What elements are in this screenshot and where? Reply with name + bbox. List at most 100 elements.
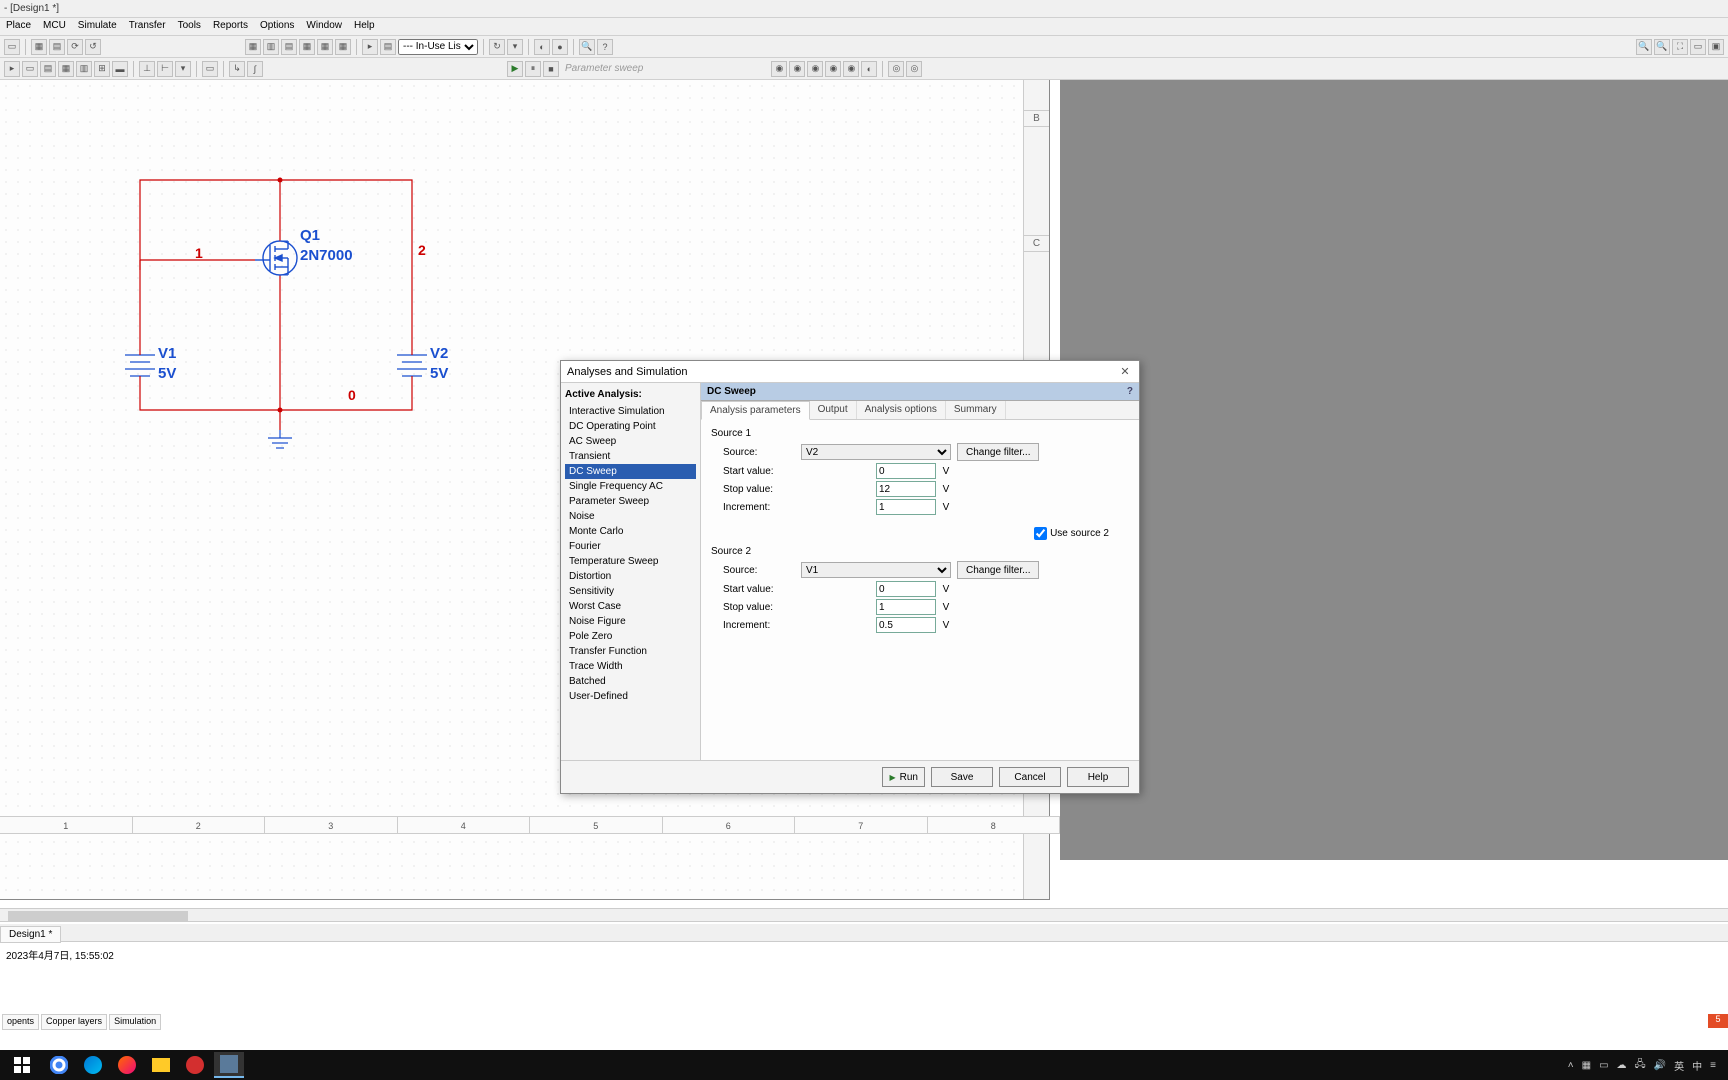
toolbar-btn[interactable]: ▤ <box>49 39 65 55</box>
tray-icon[interactable]: 🔊 <box>1654 1060 1666 1071</box>
taskbar-edge-icon[interactable] <box>78 1052 108 1078</box>
src2-source-select[interactable]: V1 <box>801 562 951 578</box>
toolbar-btn[interactable]: ⊞ <box>94 61 110 77</box>
toolbar-btn[interactable]: ◉ <box>771 61 787 77</box>
run-icon[interactable]: ▶ <box>507 61 523 77</box>
toolbar-btn[interactable]: ◉ <box>825 61 841 77</box>
analysis-item[interactable]: Interactive Simulation <box>565 404 696 419</box>
toolbar-btn[interactable]: ▬ <box>112 61 128 77</box>
tray-ime[interactable]: 英 <box>1674 1058 1684 1073</box>
fullscreen-icon[interactable]: ▣ <box>1708 39 1724 55</box>
toolbar-btn[interactable]: ◉ <box>843 61 859 77</box>
tray-lang[interactable]: 中 <box>1692 1058 1702 1073</box>
taskbar-chrome-icon[interactable] <box>44 1052 74 1078</box>
dialog-titlebar[interactable]: Analyses and Simulation ✕ <box>561 361 1139 383</box>
layer-tab[interactable]: Copper layers <box>41 1014 107 1030</box>
menu-tools[interactable]: Tools <box>172 18 207 35</box>
taskbar-multisim-icon[interactable] <box>214 1052 244 1078</box>
src1-change-filter-button[interactable]: Change filter... <box>957 443 1039 461</box>
tab-summary[interactable]: Summary <box>946 401 1006 419</box>
layer-tab[interactable]: Simulation <box>109 1014 161 1030</box>
toolbar-btn[interactable]: ▸ <box>4 61 20 77</box>
toolbar-btn[interactable]: ◐ <box>861 61 877 77</box>
analysis-item[interactable]: Distortion <box>565 569 696 584</box>
toolbar-btn[interactable]: ◎ <box>888 61 904 77</box>
src2-start-input[interactable] <box>876 581 936 597</box>
toolbar-btn[interactable]: ↺ <box>85 39 101 55</box>
analysis-item[interactable]: User-Defined <box>565 689 696 704</box>
tray-icon[interactable]: ☁ <box>1617 1060 1627 1071</box>
toolbar-btn[interactable]: ▦ <box>245 39 261 55</box>
taskbar-app-icon[interactable] <box>180 1052 210 1078</box>
menu-mcu[interactable]: MCU <box>37 18 72 35</box>
src2-inc-input[interactable] <box>876 617 936 633</box>
inuse-list-combo[interactable]: --- In-Use List --- <box>398 39 478 55</box>
toolbar-btn[interactable]: ? <box>597 39 613 55</box>
menu-transfer[interactable]: Transfer <box>123 18 172 35</box>
toolbar-btn[interactable]: ▸ <box>362 39 378 55</box>
save-button[interactable]: Save <box>931 767 993 787</box>
src1-stop-input[interactable] <box>876 481 936 497</box>
toolbar-btn[interactable]: ◉ <box>789 61 805 77</box>
analysis-item[interactable]: Sensitivity <box>565 584 696 599</box>
analysis-item[interactable]: Single Frequency AC <box>565 479 696 494</box>
tray-icon[interactable]: ▭ <box>1599 1060 1608 1071</box>
src1-start-input[interactable] <box>876 463 936 479</box>
menu-options[interactable]: Options <box>254 18 300 35</box>
src1-inc-input[interactable] <box>876 499 936 515</box>
toolbar-btn[interactable]: ∫ <box>247 61 263 77</box>
analysis-item[interactable]: Pole Zero <box>565 629 696 644</box>
tray-icon[interactable]: ▦ <box>1582 1060 1591 1071</box>
toolbar-btn[interactable]: ▥ <box>263 39 279 55</box>
menu-simulate[interactable]: Simulate <box>72 18 123 35</box>
run-button[interactable]: Run <box>882 767 925 787</box>
toolbar-btn[interactable]: ⊢ <box>157 61 173 77</box>
tray-icon[interactable]: ≡ <box>1710 1060 1716 1071</box>
src2-change-filter-button[interactable]: Change filter... <box>957 561 1039 579</box>
analysis-item[interactable]: DC Operating Point <box>565 419 696 434</box>
toolbar-btn[interactable]: ▦ <box>58 61 74 77</box>
toolbar-btn[interactable]: ▦ <box>31 39 47 55</box>
toolbar-btn[interactable]: ◎ <box>906 61 922 77</box>
toolbar-btn[interactable]: ▭ <box>22 61 38 77</box>
stop-icon[interactable]: ■ <box>543 61 559 77</box>
toolbar-btn[interactable]: ▦ <box>299 39 315 55</box>
tab-analysis-options[interactable]: Analysis options <box>857 401 946 419</box>
toolbar-btn[interactable]: ▥ <box>76 61 92 77</box>
zoom-out-icon[interactable]: 🔍 <box>1654 39 1670 55</box>
zoom-in-icon[interactable]: 🔍 <box>1636 39 1652 55</box>
analysis-item[interactable]: Worst Case <box>565 599 696 614</box>
start-button[interactable] <box>4 1052 40 1078</box>
menu-help[interactable]: Help <box>348 18 381 35</box>
toolbar-btn[interactable]: 🔍 <box>579 39 595 55</box>
use-source2-checkbox[interactable] <box>1034 527 1047 540</box>
toolbar-btn[interactable]: ▦ <box>335 39 351 55</box>
tab-analysis-parameters[interactable]: Analysis parameters <box>701 401 810 420</box>
toolbar-btn[interactable]: ▦ <box>317 39 333 55</box>
tray-chevron-icon[interactable]: ˄ <box>1568 1060 1574 1071</box>
analysis-item[interactable]: Trace Width <box>565 659 696 674</box>
cancel-button[interactable]: Cancel <box>999 767 1061 787</box>
toolbar-btn[interactable]: ▾ <box>507 39 523 55</box>
panel-help-icon[interactable]: ? <box>1127 386 1133 397</box>
analysis-item[interactable]: Parameter Sweep <box>565 494 696 509</box>
toolbar-btn[interactable]: ◐ <box>534 39 550 55</box>
analysis-item[interactable]: Noise <box>565 509 696 524</box>
analysis-item[interactable]: Batched <box>565 674 696 689</box>
zoom-fit-icon[interactable]: ⛶ <box>1672 39 1688 55</box>
toolbar-btn[interactable]: ▤ <box>380 39 396 55</box>
menu-place[interactable]: Place <box>0 18 37 35</box>
taskbar-explorer-icon[interactable] <box>146 1052 176 1078</box>
toolbar-btn[interactable]: ▾ <box>175 61 191 77</box>
toolbar-btn[interactable]: ⊥ <box>139 61 155 77</box>
src2-stop-input[interactable] <box>876 599 936 615</box>
toolbar-btn[interactable]: ⟳ <box>67 39 83 55</box>
hscrollbar[interactable] <box>0 908 1728 922</box>
toolbar-btn[interactable]: ▤ <box>40 61 56 77</box>
analysis-item[interactable]: Temperature Sweep <box>565 554 696 569</box>
tray-icon[interactable]: 🖧 <box>1635 1057 1646 1074</box>
analysis-item[interactable]: DC Sweep <box>565 464 696 479</box>
layer-tab[interactable]: opents <box>2 1014 39 1030</box>
toolbar-btn[interactable]: ◉ <box>807 61 823 77</box>
analysis-item[interactable]: Fourier <box>565 539 696 554</box>
